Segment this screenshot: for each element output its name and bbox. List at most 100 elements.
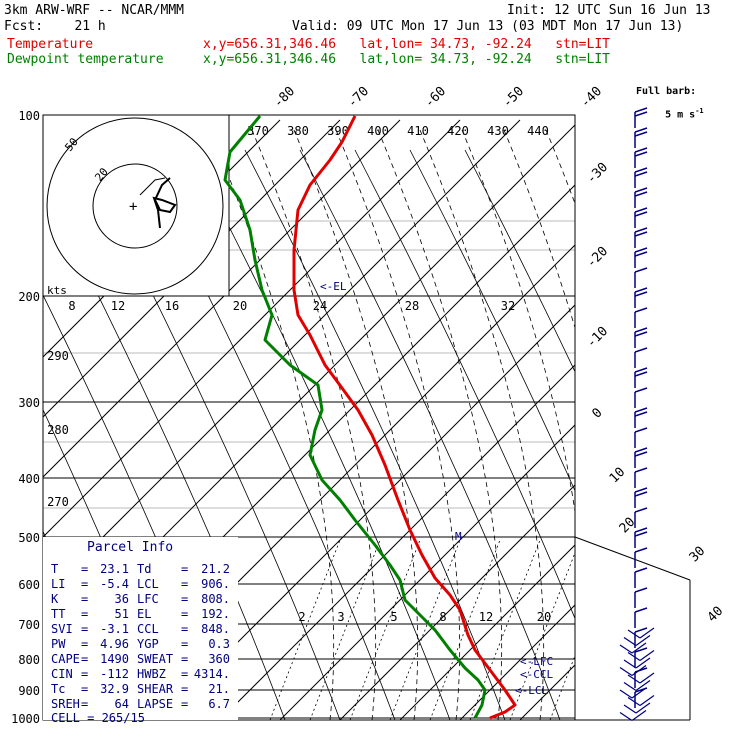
- parcel-eq: =: [181, 697, 189, 711]
- isotherm-11: [700, 120, 740, 720]
- wind-barb-flag-15-1: [634, 411, 648, 417]
- parcel-key: CAPE: [51, 652, 80, 666]
- isotherm-5: [339, 484, 575, 720]
- low-barb-9: [627, 695, 655, 706]
- pressure-label-800: 800: [18, 653, 40, 667]
- barb-panel-edge-1: [574, 536, 691, 581]
- parcel-key: HWBZ: [137, 667, 166, 681]
- hodograph-units: kts: [47, 284, 67, 297]
- parcel-row: K = 36 LFC = 808.: [51, 592, 236, 606]
- parcel-value: 360: [208, 652, 230, 666]
- theta-label-430: 430: [487, 124, 509, 138]
- parcel-key: K: [51, 592, 59, 606]
- isotherm-7: [459, 604, 575, 720]
- forecast-hour: Fcst: 21 h: [4, 19, 106, 34]
- speed-label-8: 8: [68, 299, 75, 313]
- dewpoint-legend-label: Dewpoint temperature: [7, 52, 164, 67]
- wind-barb-flag-17-1: [634, 451, 648, 457]
- mixing-ratio-label-5: 5: [390, 610, 397, 624]
- wind-barb-1: [634, 127, 648, 148]
- valid-time: Valid: 09 UTC Mon 17 Jun 13 (03 MDT Mon …: [292, 19, 684, 34]
- isotherm-2: [159, 304, 575, 720]
- mixing-ratio-label-8: 8: [439, 610, 446, 624]
- wind-barb-24: [634, 587, 648, 608]
- wind-barb-flag-24-0: [634, 587, 648, 593]
- theta-label-390: 390: [327, 124, 349, 138]
- hodograph-ring-outer: [46, 117, 224, 295]
- parcel-value: -112: [100, 667, 129, 681]
- parcel-key: SREH: [51, 697, 80, 711]
- speed-label-24: 24: [313, 299, 327, 313]
- parcel-value: 64: [114, 697, 129, 711]
- low-barb-6: [627, 672, 655, 684]
- parcel-key: T: [51, 562, 59, 576]
- wind-barb-flag-9-1: [634, 291, 648, 297]
- mixing-ratio-label-20: 20: [537, 610, 551, 624]
- parcel-key: LI: [51, 577, 66, 591]
- parcel-cell: CELL = 265/15: [51, 711, 145, 725]
- moist-adiabat-8: [545, 129, 575, 205]
- wind-barb-3: [634, 167, 648, 188]
- parcel-key: CCL: [137, 622, 159, 636]
- moist-adiabat-4: [377, 129, 503, 720]
- theta-label-370: 370: [247, 124, 269, 138]
- speed-label-16: 16: [165, 299, 179, 313]
- wind-barb-flag-2-1: [634, 151, 648, 157]
- speed-label-28: 28: [405, 299, 419, 313]
- isotherm-4: [279, 424, 575, 720]
- parcel-eq: =: [181, 637, 189, 651]
- dry-adiabat-11: [464, 149, 575, 373]
- wind-barb-flag-10-0: [634, 307, 648, 313]
- isotherm-label--40: -40: [578, 84, 605, 111]
- speed-label-32: 32: [501, 299, 515, 313]
- speed-label-20: 20: [233, 299, 247, 313]
- wind-barb-14: [634, 387, 648, 408]
- wind-barb-flag-19-0: [634, 487, 648, 493]
- wind-barb-flag-1-1: [634, 131, 648, 137]
- isotherm-label--50: -50: [500, 84, 527, 111]
- model-title: 3km ARW-WRF -- NCAR/MMM: [4, 3, 185, 18]
- pressure-label-100: 100: [18, 109, 40, 123]
- parcel-row: CIN = -112 HWBZ = 4314.: [51, 667, 236, 681]
- wind-barb-23: [634, 567, 648, 588]
- parcel-value: 21.2: [201, 562, 230, 576]
- init-time: Init: 12 UTC Sun 16 Jun 13: [507, 3, 711, 18]
- low-barb-4: [623, 657, 651, 669]
- speed-label-12: 12: [111, 299, 125, 313]
- low-barb-8: [619, 687, 647, 699]
- wind-barb-flag-12-0: [634, 347, 648, 353]
- wind-barb-flag-0-0: [634, 107, 648, 113]
- mixing-ratio-label-12: 12: [479, 610, 493, 624]
- mixing-ratio-line-0: [269, 539, 341, 720]
- wind-barb-flag-13-1: [634, 371, 648, 377]
- wind-barb-4: [634, 187, 648, 208]
- temperature-location: x,y=656.31,346.46 lat,lon= 34.73, -92.24…: [203, 37, 610, 52]
- parcel-eq: =: [81, 697, 89, 711]
- theta-label-420: 420: [447, 124, 469, 138]
- isotherm-label-0: 0: [589, 405, 605, 421]
- wind-barb-flag-6-0: [634, 227, 648, 233]
- parcel-value: 808.: [201, 592, 230, 606]
- isotherm-label-10: 10: [607, 465, 629, 487]
- parcel-value: 32.9: [100, 682, 129, 696]
- wind-barb-flag-23-0: [634, 567, 648, 573]
- parcel-eq: =: [81, 652, 89, 666]
- wind-barb-28: [634, 667, 648, 688]
- isotherm-label-40: 40: [705, 604, 727, 626]
- parcel-value: 906.: [201, 577, 230, 591]
- wind-barb-flag-14-0: [634, 387, 648, 393]
- wind-barb-flag-5-1: [634, 211, 648, 217]
- hodograph-trace: [152, 177, 177, 229]
- wind-barb-flag-21-1: [634, 531, 648, 537]
- parcel-eq: =: [181, 667, 189, 681]
- dry-adiabat-7: [244, 149, 506, 720]
- isotherm--4: [43, 119, 401, 478]
- parcel-row: SVI = -3.1 CCL = 848.: [51, 622, 236, 636]
- hodograph-ring-inner: [92, 163, 178, 249]
- wind-barb-10: [634, 307, 648, 328]
- hodograph-trace-upper: [139, 177, 166, 196]
- parcel-eq: =: [81, 607, 89, 621]
- parcel-value: 0.3: [208, 637, 230, 651]
- dry-adiabat-8: [299, 149, 561, 720]
